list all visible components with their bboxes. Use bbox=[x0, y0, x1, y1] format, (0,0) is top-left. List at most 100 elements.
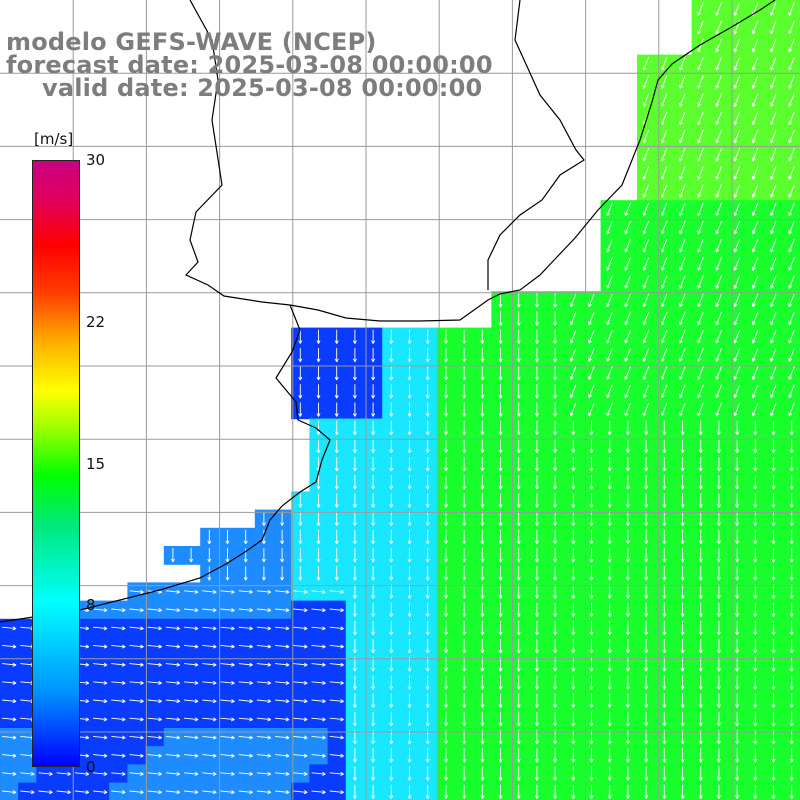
wind-arrow bbox=[770, 75, 777, 89]
wind-arrow bbox=[371, 511, 376, 526]
wind-arrow bbox=[129, 717, 144, 722]
wind-arrow bbox=[770, 2, 777, 16]
wind-arrow bbox=[715, 348, 722, 362]
wind-arrow bbox=[569, 330, 577, 344]
wind-arrow bbox=[715, 239, 722, 253]
wind-arrow bbox=[770, 93, 777, 107]
wind-arrow bbox=[371, 529, 376, 545]
wind-arrow bbox=[225, 529, 230, 545]
wind-arrow bbox=[462, 620, 467, 636]
wind-arrow bbox=[165, 753, 181, 758]
wind-arrow bbox=[715, 384, 722, 399]
wind-arrow bbox=[789, 529, 794, 545]
wind-arrow bbox=[480, 457, 485, 472]
wind-arrow bbox=[275, 662, 290, 667]
wind-arrow bbox=[534, 493, 539, 508]
wind-arrow bbox=[789, 639, 794, 654]
wind-arrow bbox=[644, 511, 649, 526]
wind-arrow bbox=[642, 93, 650, 107]
wind-arrow bbox=[789, 493, 794, 508]
wind-arrow bbox=[184, 735, 199, 740]
wind-arrow bbox=[165, 662, 181, 667]
wind-arrow bbox=[733, 93, 741, 107]
wind-arrow bbox=[389, 693, 394, 708]
wind-arrow bbox=[660, 57, 668, 71]
wind-arrow bbox=[389, 493, 394, 508]
colorbar-tick-label: 22 bbox=[86, 312, 106, 331]
wind-arrow bbox=[498, 457, 503, 472]
wind-arrow bbox=[735, 457, 740, 472]
wind-arrow bbox=[607, 693, 612, 708]
wind-arrow bbox=[165, 790, 181, 795]
wind-arrow bbox=[425, 675, 430, 690]
wind-arrow bbox=[624, 402, 631, 417]
wind-arrow bbox=[311, 753, 326, 758]
wind-arrow bbox=[443, 329, 448, 344]
wind-arrow bbox=[462, 566, 467, 581]
wind-arrow bbox=[534, 366, 539, 381]
wind-arrow bbox=[553, 548, 558, 563]
wind-arrow bbox=[679, 239, 686, 253]
wind-arrow bbox=[280, 529, 285, 545]
wind-arrow bbox=[589, 457, 594, 472]
wind-arrow bbox=[771, 511, 776, 526]
wind-arrow bbox=[238, 626, 253, 631]
wind-arrow bbox=[553, 384, 558, 399]
wind-arrow bbox=[606, 202, 613, 217]
wind-arrow bbox=[443, 566, 448, 581]
wind-arrow bbox=[716, 693, 721, 708]
wind-arrow bbox=[443, 639, 448, 654]
wind-arrow bbox=[715, 202, 722, 217]
wind-arrow bbox=[644, 711, 649, 727]
wind-arrow bbox=[329, 717, 344, 722]
wind-arrow bbox=[771, 420, 776, 435]
wind-arrow bbox=[443, 548, 448, 563]
wind-arrow bbox=[715, 93, 722, 107]
wind-arrow bbox=[697, 57, 704, 71]
wind-arrow bbox=[625, 566, 630, 581]
wind-arrow bbox=[698, 620, 703, 636]
wind-arrow bbox=[553, 402, 558, 417]
wind-arrow bbox=[751, 57, 759, 71]
wind-arrow bbox=[660, 311, 668, 326]
wind-arrow bbox=[443, 493, 448, 508]
wind-arrow bbox=[789, 602, 794, 617]
wind-arrow bbox=[480, 784, 485, 799]
wind-arrow bbox=[644, 438, 649, 454]
wind-arrow bbox=[443, 748, 448, 763]
wind-arrow bbox=[770, 57, 777, 71]
wind-arrow bbox=[425, 402, 430, 417]
wind-arrow bbox=[256, 735, 272, 740]
wind-arrow bbox=[93, 644, 108, 649]
wind-arrow bbox=[111, 753, 126, 758]
wind-arrow bbox=[443, 402, 448, 417]
wind-arrow bbox=[352, 657, 357, 672]
wind-arrow bbox=[389, 366, 394, 381]
wind-arrow bbox=[571, 584, 576, 599]
wind-arrow bbox=[625, 457, 630, 472]
wind-arrow bbox=[715, 184, 722, 198]
wind-arrow bbox=[733, 348, 741, 362]
wind-arrow bbox=[443, 602, 448, 617]
wind-arrow bbox=[480, 620, 485, 636]
wind-arrow bbox=[256, 608, 272, 613]
wind-arrow bbox=[316, 493, 321, 508]
wind-arrow bbox=[788, 202, 795, 217]
wind-arrow bbox=[680, 420, 685, 435]
wind-arrow bbox=[443, 784, 448, 799]
wind-arrow bbox=[256, 626, 272, 631]
wind-arrow bbox=[660, 111, 668, 126]
wind-arrow bbox=[147, 626, 162, 631]
wind-arrow bbox=[129, 790, 144, 795]
wind-arrow bbox=[275, 626, 290, 631]
wind-arrow bbox=[606, 239, 613, 253]
wind-arrow bbox=[553, 602, 558, 617]
wind-arrow bbox=[642, 348, 650, 362]
wind-arrow bbox=[770, 311, 777, 326]
wind-arrow bbox=[788, 239, 795, 253]
wind-arrow bbox=[498, 784, 503, 799]
wind-arrow bbox=[697, 202, 704, 217]
wind-arrow bbox=[589, 602, 594, 617]
wind-arrow bbox=[443, 347, 448, 363]
wind-arrow bbox=[516, 748, 521, 763]
